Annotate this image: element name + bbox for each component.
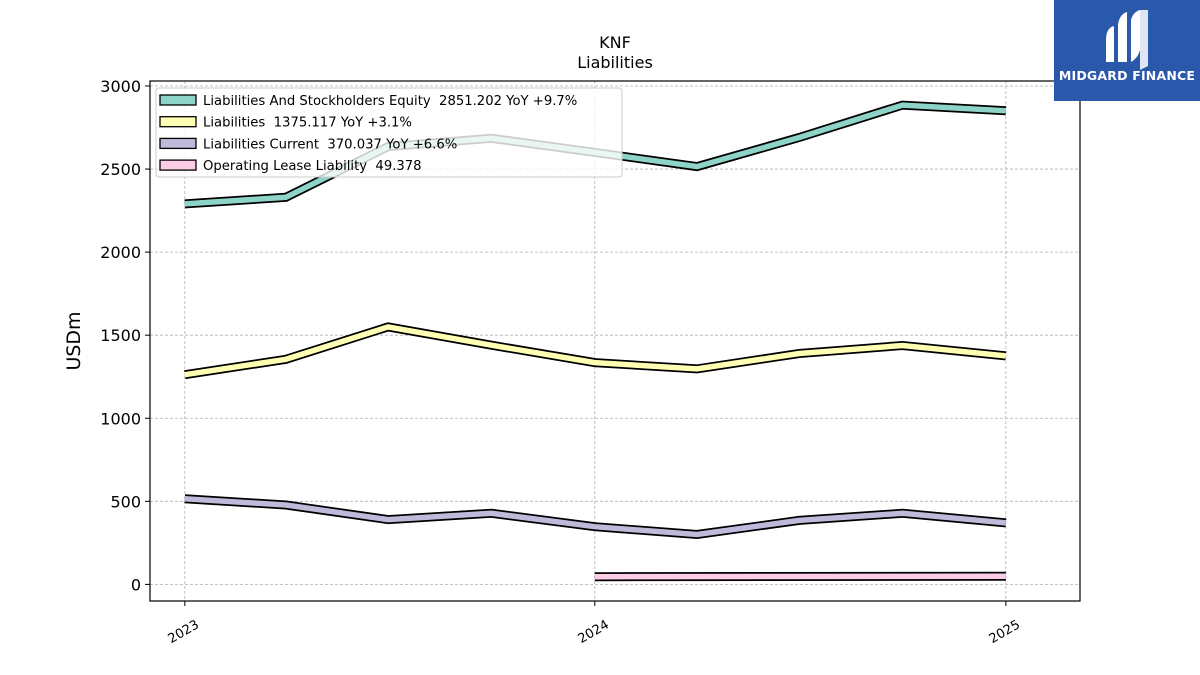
legend: Liabilities And Stockholders Equity 2851… bbox=[155, 87, 623, 178]
legend-swatch bbox=[159, 94, 197, 106]
legend-box bbox=[155, 87, 623, 178]
y-tick-label: 1500 bbox=[100, 326, 141, 345]
series-layer bbox=[184, 100, 1007, 582]
y-tick-label: 2000 bbox=[100, 243, 141, 262]
series-line-liabilities bbox=[184, 324, 1007, 378]
watermark-logo: MIDGARD FINANCE bbox=[1054, 0, 1200, 101]
legend-label: Operating Lease Liability 49.378 bbox=[203, 159, 422, 174]
watermark-text: MIDGARD FINANCE bbox=[1058, 68, 1196, 83]
y-tick-label: 3000 bbox=[100, 77, 141, 96]
legend-swatch bbox=[159, 137, 197, 150]
chart-title: KNF bbox=[599, 33, 631, 52]
chart-subtitle: Liabilities bbox=[577, 53, 653, 72]
x-tick-label: 2024 bbox=[576, 617, 612, 647]
y-tick-label: 1000 bbox=[100, 409, 141, 428]
plot-frame bbox=[149, 80, 1081, 602]
y-tick-label: 0 bbox=[131, 575, 141, 594]
series-line-operating-lease-liability bbox=[594, 573, 1006, 580]
x-tick-label: 2023 bbox=[166, 617, 202, 647]
legend-label: Liabilities And Stockholders Equity 2851… bbox=[203, 94, 577, 109]
y-tick-label: 2500 bbox=[100, 160, 141, 179]
legend-label: Liabilities 1375.117 YoY +3.1% bbox=[203, 116, 412, 131]
x-axis: 2023 2024 2025 bbox=[166, 601, 1023, 647]
legend-swatch bbox=[159, 116, 197, 128]
y-axis-label: USDm bbox=[63, 311, 85, 370]
y-axis: 0 500 1000 1500 2000 2500 3000 bbox=[100, 77, 150, 594]
x-tick-label: 2025 bbox=[987, 617, 1023, 647]
midgard-logo-icon bbox=[1106, 10, 1148, 70]
legend-swatch bbox=[159, 159, 197, 171]
series-line-liabilities-current bbox=[184, 496, 1007, 538]
y-tick-label: 500 bbox=[110, 492, 141, 511]
legend-label: Liabilities Current 370.037 YoY +6.6% bbox=[203, 137, 457, 152]
